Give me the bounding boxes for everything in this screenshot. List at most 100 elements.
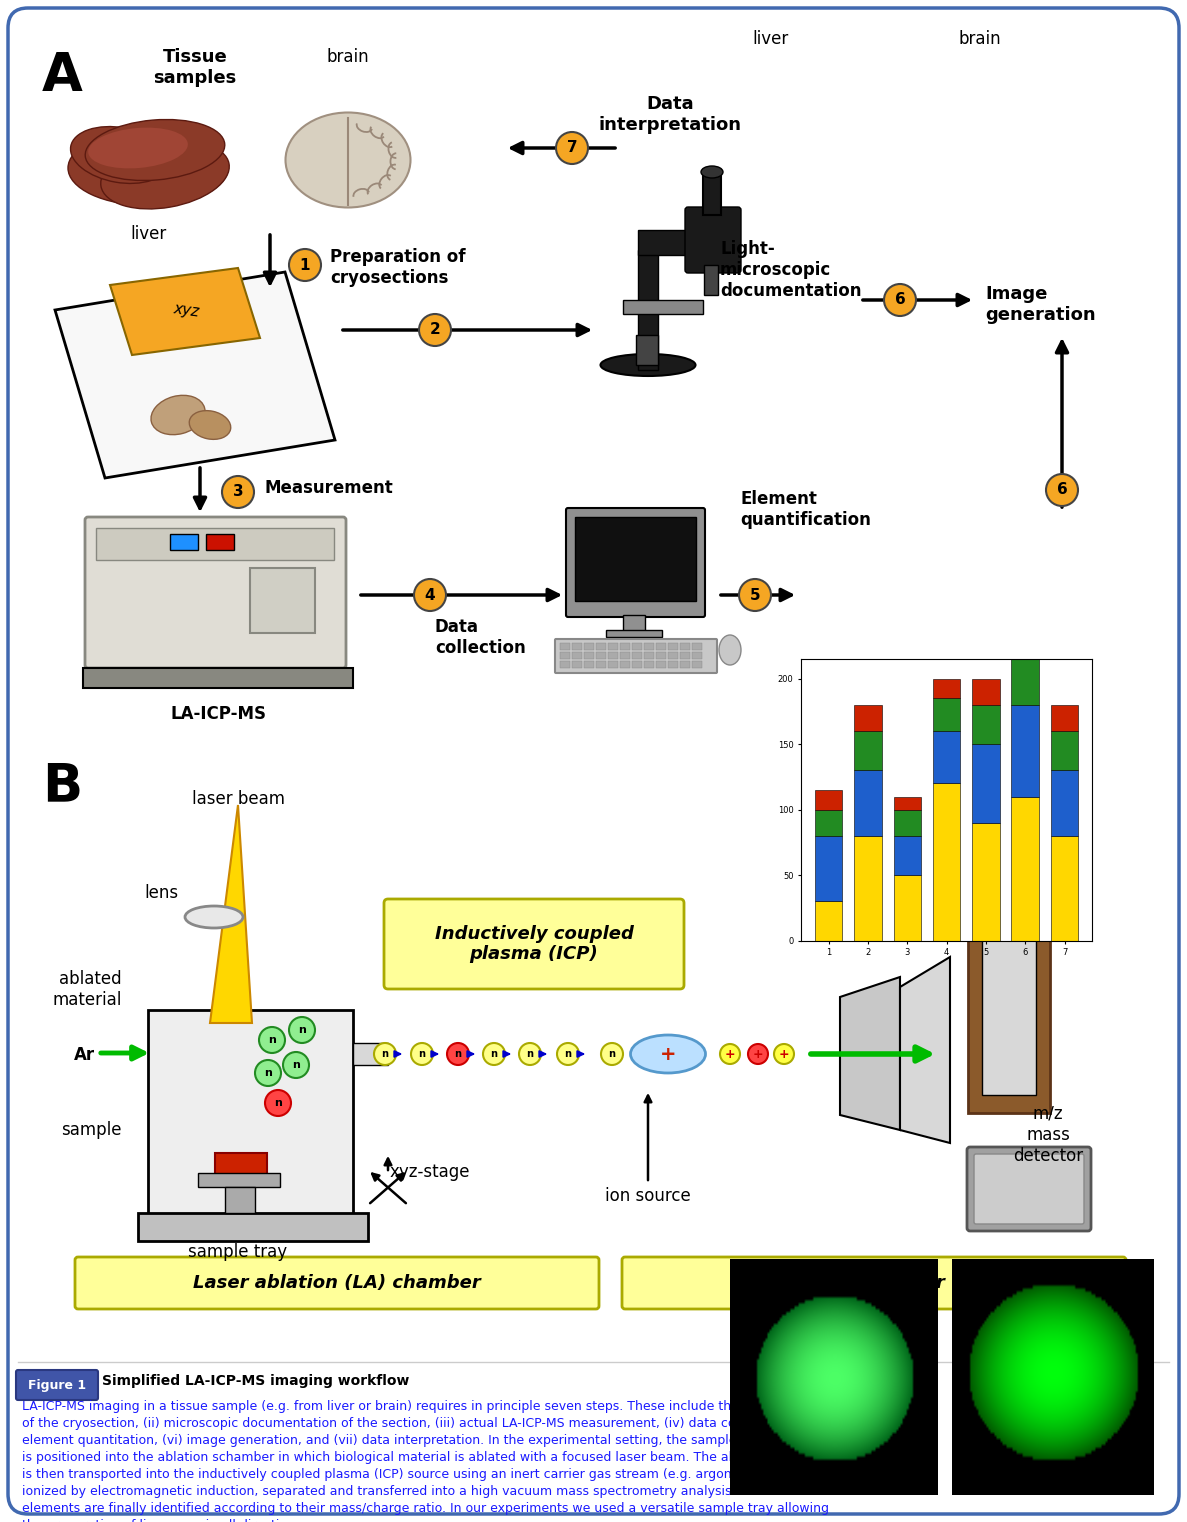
Circle shape xyxy=(288,1017,315,1043)
Bar xyxy=(623,615,645,633)
Polygon shape xyxy=(210,805,252,1023)
Bar xyxy=(894,810,921,836)
Bar xyxy=(631,651,642,659)
Bar xyxy=(620,661,630,668)
Text: ionized by electromagnetic induction, separated and transferred into a high vacu: ionized by electromagnetic induction, se… xyxy=(23,1485,821,1498)
Bar xyxy=(596,651,607,659)
Ellipse shape xyxy=(101,142,229,209)
FancyBboxPatch shape xyxy=(8,8,1179,1514)
Bar xyxy=(692,661,702,668)
Circle shape xyxy=(483,1043,504,1065)
Text: B: B xyxy=(42,759,82,813)
Bar xyxy=(645,651,654,659)
Circle shape xyxy=(519,1043,541,1065)
Ellipse shape xyxy=(702,166,723,178)
Bar xyxy=(608,651,618,659)
Bar xyxy=(596,661,607,668)
Bar xyxy=(855,731,882,770)
Text: sample: sample xyxy=(62,1122,122,1138)
Ellipse shape xyxy=(286,113,411,207)
Text: n: n xyxy=(565,1049,571,1059)
Bar xyxy=(631,661,642,668)
Text: n: n xyxy=(527,1049,533,1059)
Text: n: n xyxy=(490,1049,497,1059)
Circle shape xyxy=(601,1043,623,1065)
Bar xyxy=(969,903,1050,1113)
Circle shape xyxy=(288,250,320,282)
Bar xyxy=(972,705,999,744)
Bar xyxy=(933,679,960,699)
Circle shape xyxy=(265,1090,291,1116)
Text: is positioned into the ablation schamber in which biological material is ablated: is positioned into the ablation schamber… xyxy=(23,1450,825,1464)
Bar xyxy=(1011,705,1039,796)
Circle shape xyxy=(414,578,446,610)
Bar xyxy=(584,651,594,659)
Text: interface: interface xyxy=(818,793,893,811)
Text: n: n xyxy=(419,1049,425,1059)
Bar xyxy=(972,823,999,941)
Bar xyxy=(1011,796,1039,941)
Bar xyxy=(894,796,921,810)
Bar xyxy=(972,679,999,705)
Text: Preparation of
cryosections: Preparation of cryosections xyxy=(330,248,465,286)
Text: n: n xyxy=(298,1024,306,1035)
Text: xyz-stage: xyz-stage xyxy=(389,1163,470,1181)
Text: element quantitation, (vi) image generation, and (vii) data interpretation. In t: element quantitation, (vi) image generat… xyxy=(23,1434,815,1447)
Text: laser beam: laser beam xyxy=(191,790,285,808)
Text: n: n xyxy=(268,1035,275,1046)
Bar xyxy=(692,651,702,659)
Bar xyxy=(608,661,618,668)
Text: lens: lens xyxy=(144,884,178,903)
Text: Light-
microscopic
documentation: Light- microscopic documentation xyxy=(721,240,862,300)
Text: Data
collection: Data collection xyxy=(434,618,526,658)
FancyBboxPatch shape xyxy=(967,1148,1091,1231)
Bar xyxy=(656,661,666,668)
Circle shape xyxy=(419,314,451,345)
Text: Mass spectrometer (MS): Mass spectrometer (MS) xyxy=(750,1274,998,1292)
Bar xyxy=(703,170,721,215)
Bar xyxy=(1050,770,1078,836)
FancyBboxPatch shape xyxy=(975,1154,1084,1224)
Text: +: + xyxy=(725,1047,735,1061)
Bar xyxy=(656,642,666,650)
FancyBboxPatch shape xyxy=(556,639,717,673)
Bar xyxy=(560,651,570,659)
Circle shape xyxy=(740,578,772,610)
Text: ablated
material: ablated material xyxy=(52,970,122,1009)
Text: sample tray: sample tray xyxy=(189,1243,287,1262)
Text: LA-ICP-MS imaging in a tissue sample (e.g. from liver or brain) requires in prin: LA-ICP-MS imaging in a tissue sample (e.… xyxy=(23,1400,833,1412)
Text: brain: brain xyxy=(959,30,1002,49)
Bar xyxy=(645,642,654,650)
Bar xyxy=(645,661,654,668)
Bar xyxy=(596,642,607,650)
Text: Ar: Ar xyxy=(74,1046,95,1064)
Bar xyxy=(575,517,696,601)
Bar xyxy=(855,836,882,941)
Bar xyxy=(560,661,570,668)
Text: Figure 1: Figure 1 xyxy=(28,1379,87,1391)
Bar xyxy=(170,534,198,549)
Bar xyxy=(584,661,594,668)
Text: Simplified LA-ICP-MS imaging workflow: Simplified LA-ICP-MS imaging workflow xyxy=(102,1374,410,1388)
Text: Element
quantification: Element quantification xyxy=(740,490,871,528)
Text: n: n xyxy=(455,1049,462,1059)
Ellipse shape xyxy=(189,411,230,440)
Circle shape xyxy=(411,1043,433,1065)
Text: n: n xyxy=(274,1097,283,1108)
Bar xyxy=(572,661,582,668)
Text: brain: brain xyxy=(326,49,369,65)
FancyBboxPatch shape xyxy=(15,1370,99,1400)
Text: 6: 6 xyxy=(895,292,906,307)
Circle shape xyxy=(748,1044,768,1064)
Bar xyxy=(96,528,334,560)
Bar xyxy=(226,1187,255,1213)
Bar xyxy=(138,1213,368,1240)
Bar xyxy=(855,770,882,836)
Text: Tissue
samples: Tissue samples xyxy=(153,49,236,87)
Text: 6: 6 xyxy=(1056,482,1067,498)
Bar xyxy=(933,731,960,784)
Bar xyxy=(1011,619,1039,653)
Text: liver: liver xyxy=(129,225,166,244)
Bar xyxy=(631,642,642,650)
Bar xyxy=(636,335,658,365)
